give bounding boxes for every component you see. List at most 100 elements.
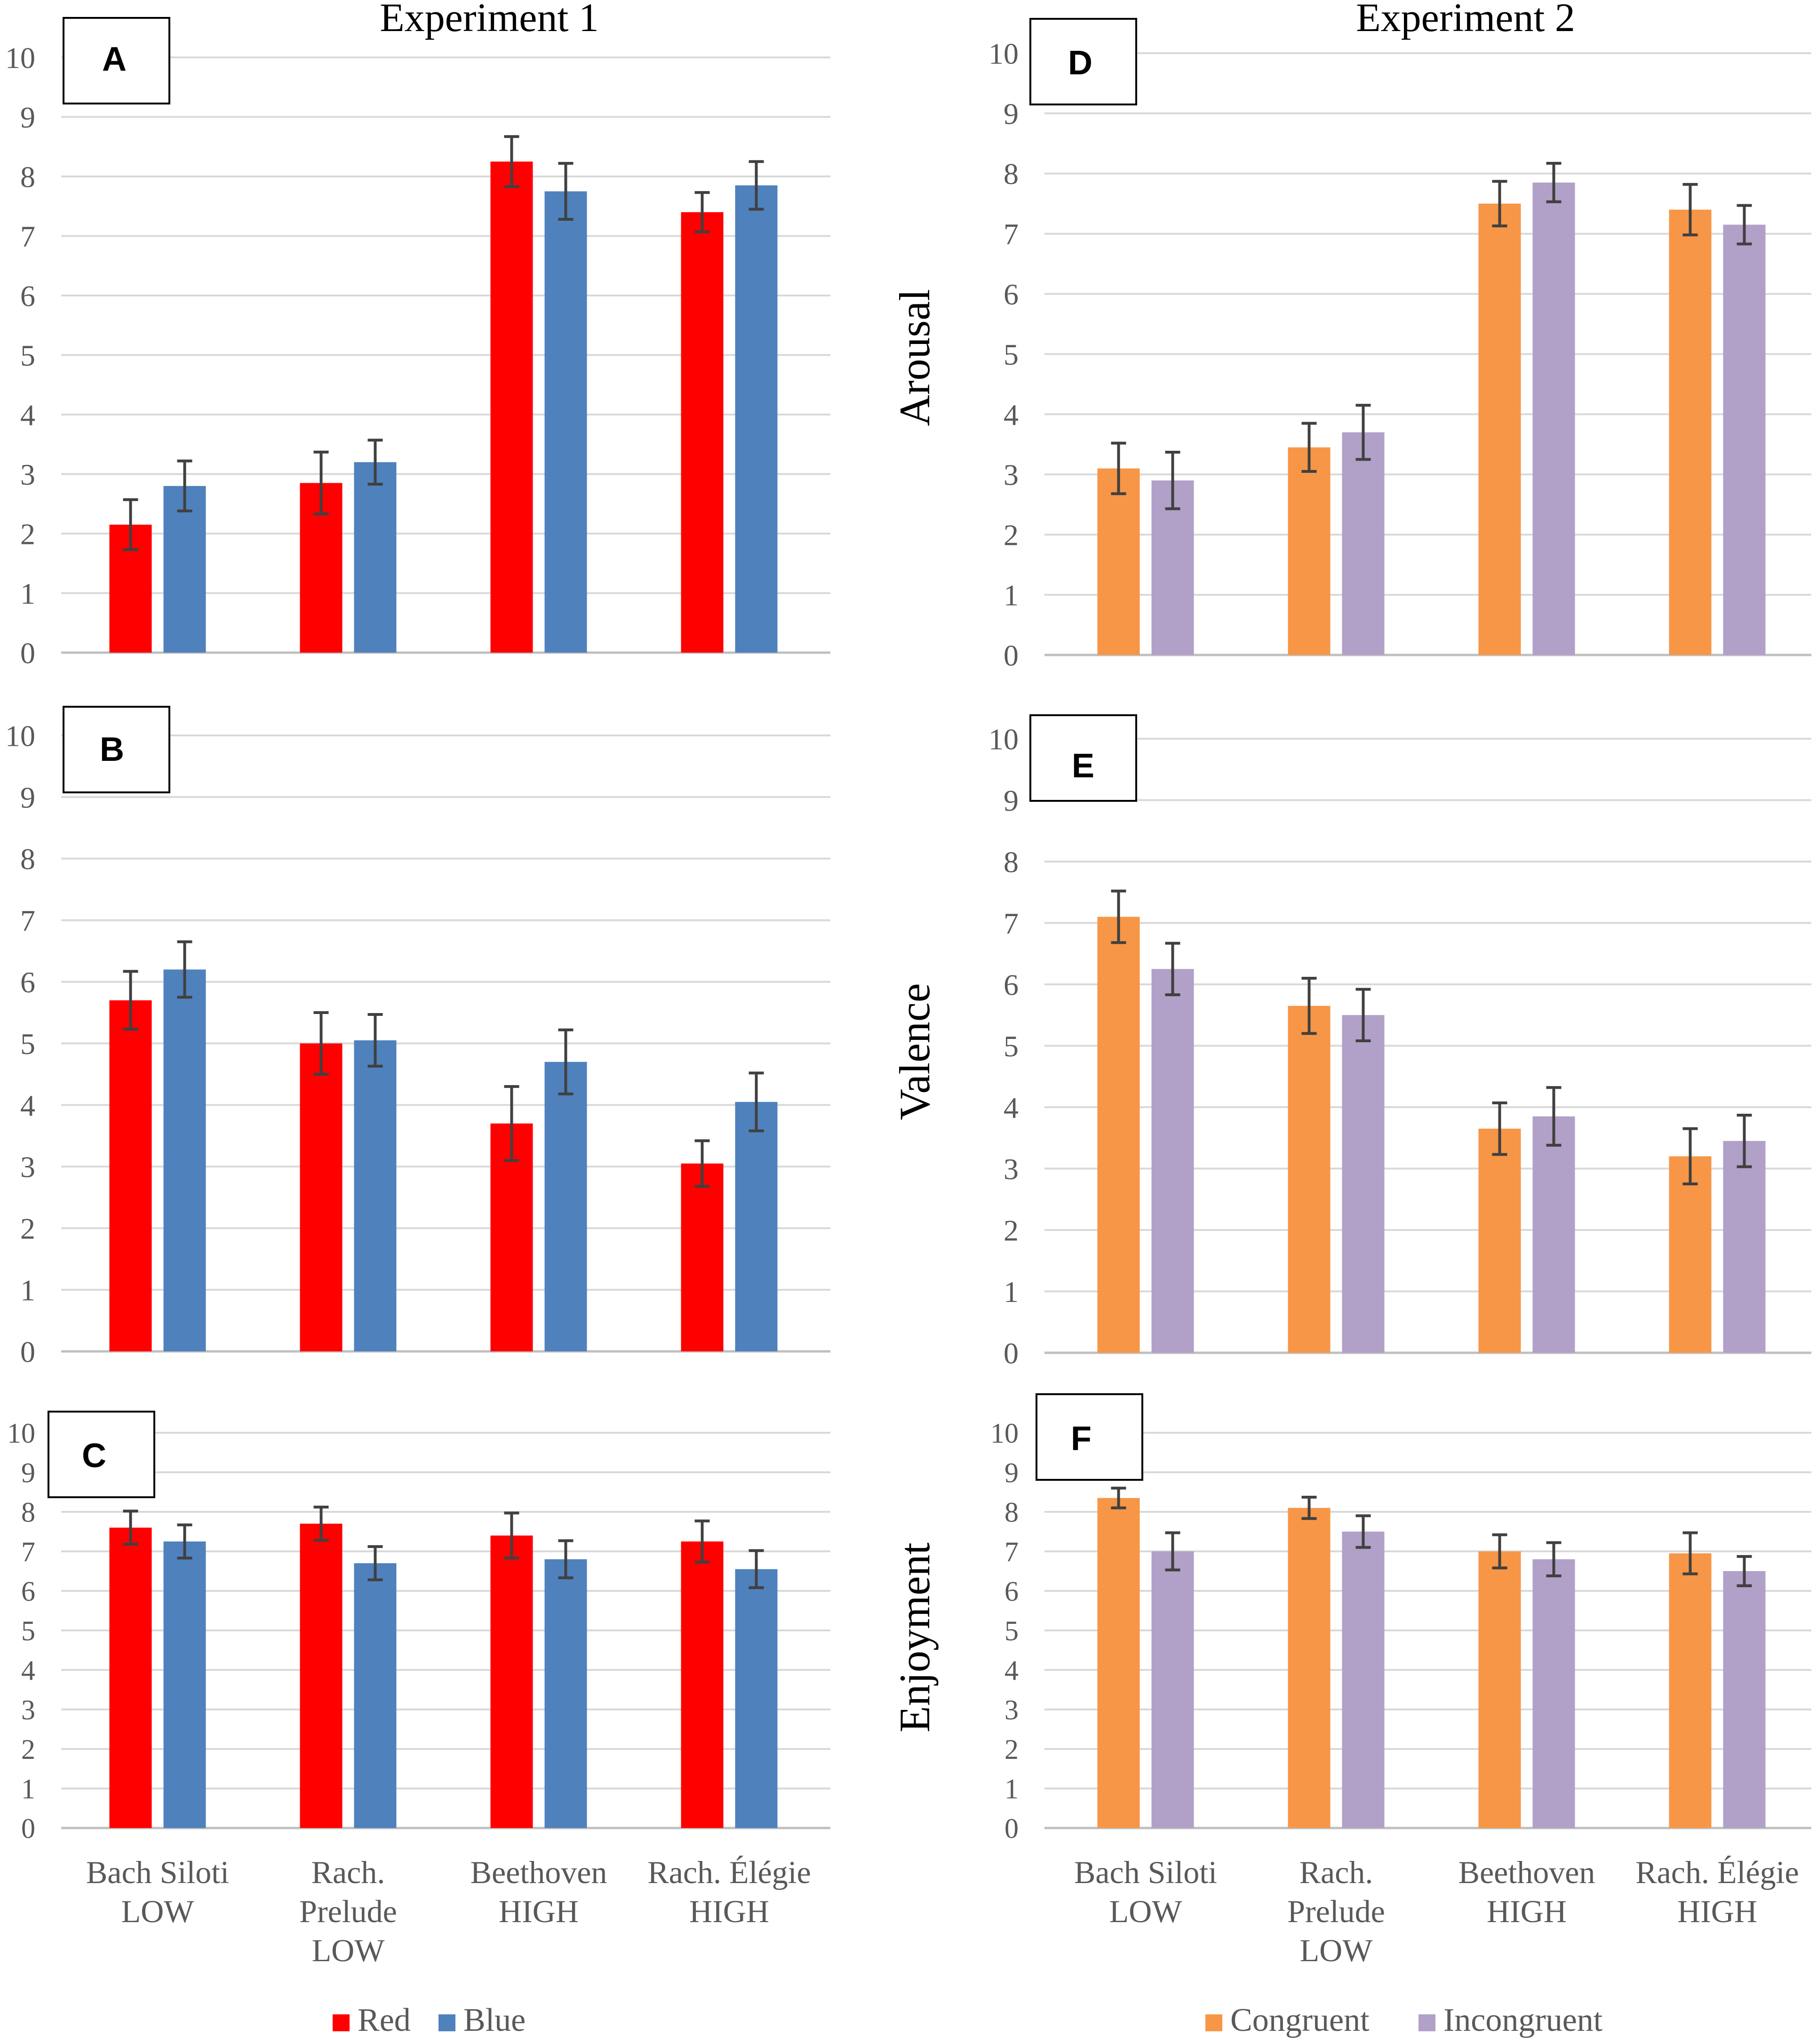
y-tick-label: 9 xyxy=(20,101,35,134)
error-bar xyxy=(313,450,329,516)
y-tick-label: 2 xyxy=(1004,1214,1019,1247)
error-bar xyxy=(177,459,192,512)
bar-congruent xyxy=(1478,1128,1521,1353)
y-tick-label: 2 xyxy=(21,1734,35,1765)
error-bar xyxy=(1111,889,1126,944)
y-tick-label: 4 xyxy=(1004,1655,1019,1686)
error-bar xyxy=(313,1505,329,1542)
y-tick-label: 5 xyxy=(1004,1615,1019,1646)
y-tick-label: 9 xyxy=(1004,97,1019,130)
bar-incongruent xyxy=(1151,969,1194,1353)
error-bar xyxy=(558,1539,574,1580)
category-label: Rach. Élégie HIGH xyxy=(647,1854,811,1929)
y-tick-label: 6 xyxy=(1004,278,1019,311)
bar-red xyxy=(490,161,533,653)
error-bar xyxy=(749,1549,764,1589)
y-tick-label: 10 xyxy=(988,37,1019,70)
y-tick-label: 2 xyxy=(20,517,35,551)
error-bar xyxy=(1682,1531,1698,1575)
ylabel-valence: Valence xyxy=(891,983,939,1120)
y-tick-label: 3 xyxy=(1004,1152,1019,1186)
bar-incongruent xyxy=(1723,1141,1766,1353)
y-tick-label: 4 xyxy=(20,398,35,431)
y-tick-label: 9 xyxy=(21,1457,35,1488)
title-experiment-2: Experiment 2 xyxy=(1356,0,1575,40)
bar-congruent xyxy=(1478,1551,1521,1828)
panel-f: 0 1 2 3 4 5 6 7 8 9 10 F xyxy=(990,1393,1811,1844)
y-tick-label: 4 xyxy=(20,1089,35,1122)
y-tick-label: 5 xyxy=(20,1027,35,1061)
panel-letter-text: F xyxy=(1071,1420,1092,1458)
bar-incongruent xyxy=(1342,1532,1385,1828)
error-bar xyxy=(1492,180,1507,228)
y-tick-label: 6 xyxy=(21,1576,35,1607)
y-tick-label: 8 xyxy=(20,160,35,193)
y-tick-label: 9 xyxy=(1004,1457,1019,1488)
y-tick-label: 0 xyxy=(20,636,35,670)
y-tick-label: 0 xyxy=(1004,1336,1019,1370)
error-bar xyxy=(694,1519,710,1564)
y-tick-label: 7 xyxy=(1004,1536,1019,1567)
bar-congruent xyxy=(1288,1508,1331,1828)
bar-blue xyxy=(735,1569,778,1828)
category-label: Rach. Prelude LOW xyxy=(1287,1854,1385,1968)
legend-swatch-congruent xyxy=(1205,2014,1222,2031)
legend-label-incongruent: Incongruent xyxy=(1443,2002,1603,2038)
bar-blue xyxy=(544,1559,587,1828)
y-tick-label: 10 xyxy=(990,1418,1019,1449)
error-bar xyxy=(1301,976,1317,1035)
error-bar xyxy=(1111,441,1126,495)
error-bar xyxy=(749,1071,764,1133)
y-tick-label: 9 xyxy=(1004,784,1019,817)
error-bar xyxy=(1355,988,1371,1043)
error-bar xyxy=(504,1085,519,1162)
y-tick-label: 10 xyxy=(5,41,35,74)
panel-letter-text: C xyxy=(82,1437,106,1475)
y-tick-label: 3 xyxy=(20,458,35,491)
bar-congruent xyxy=(1097,1498,1140,1828)
error-bar xyxy=(1737,204,1752,246)
bar-congruent xyxy=(1478,203,1521,655)
y-tick-label: 5 xyxy=(1004,338,1019,371)
y-tick-label: 1 xyxy=(21,1773,35,1804)
y-tick-label: 3 xyxy=(1004,458,1019,492)
bar-red xyxy=(300,1043,343,1351)
bar-red xyxy=(109,1000,152,1351)
y-tick-label: 0 xyxy=(20,1335,35,1368)
error-bar xyxy=(1111,1486,1126,1509)
y-tick-label: 8 xyxy=(1004,157,1019,191)
y-tick-label: 10 xyxy=(7,1418,35,1449)
y-tick-label: 7 xyxy=(21,1536,35,1567)
y-tick-label: 7 xyxy=(20,220,35,253)
y-tick-label: 6 xyxy=(1004,968,1019,1001)
panel-letter-f: F xyxy=(1036,1393,1143,1481)
error-bar xyxy=(123,498,138,551)
category-label: Rach. Prelude LOW xyxy=(299,1854,397,1968)
bar-incongruent xyxy=(1151,1551,1194,1828)
panel-b: 0 1 2 3 4 5 6 7 8 9 10 B xyxy=(5,706,830,1368)
error-bar xyxy=(1492,1533,1507,1570)
bar-red xyxy=(681,1541,724,1828)
y-tick-label: 4 xyxy=(1004,398,1019,431)
bar-congruent xyxy=(1288,1006,1331,1353)
y-tick-label: 8 xyxy=(20,842,35,876)
y-tick-label: 7 xyxy=(20,904,35,937)
bar-blue xyxy=(163,1541,206,1828)
panel-letter-e: E xyxy=(1029,714,1137,802)
bar-blue xyxy=(163,486,206,653)
y-tick-label: 3 xyxy=(21,1694,35,1725)
y-tick-label: 1 xyxy=(20,577,35,610)
legend-swatch-red xyxy=(333,2014,350,2031)
error-bar xyxy=(1355,1514,1371,1549)
category-label: Bach Siloti LOW xyxy=(1074,1854,1217,1929)
error-bar xyxy=(1165,450,1180,511)
y-tick-label: 2 xyxy=(1004,519,1019,552)
bar-incongruent xyxy=(1723,1571,1766,1828)
bar-blue xyxy=(354,1040,397,1351)
error-bar xyxy=(1682,183,1698,237)
category-label: Bach Siloti LOW xyxy=(86,1854,229,1929)
y-tick-label: 10 xyxy=(5,719,35,752)
y-tick-label: 5 xyxy=(1004,1030,1019,1063)
